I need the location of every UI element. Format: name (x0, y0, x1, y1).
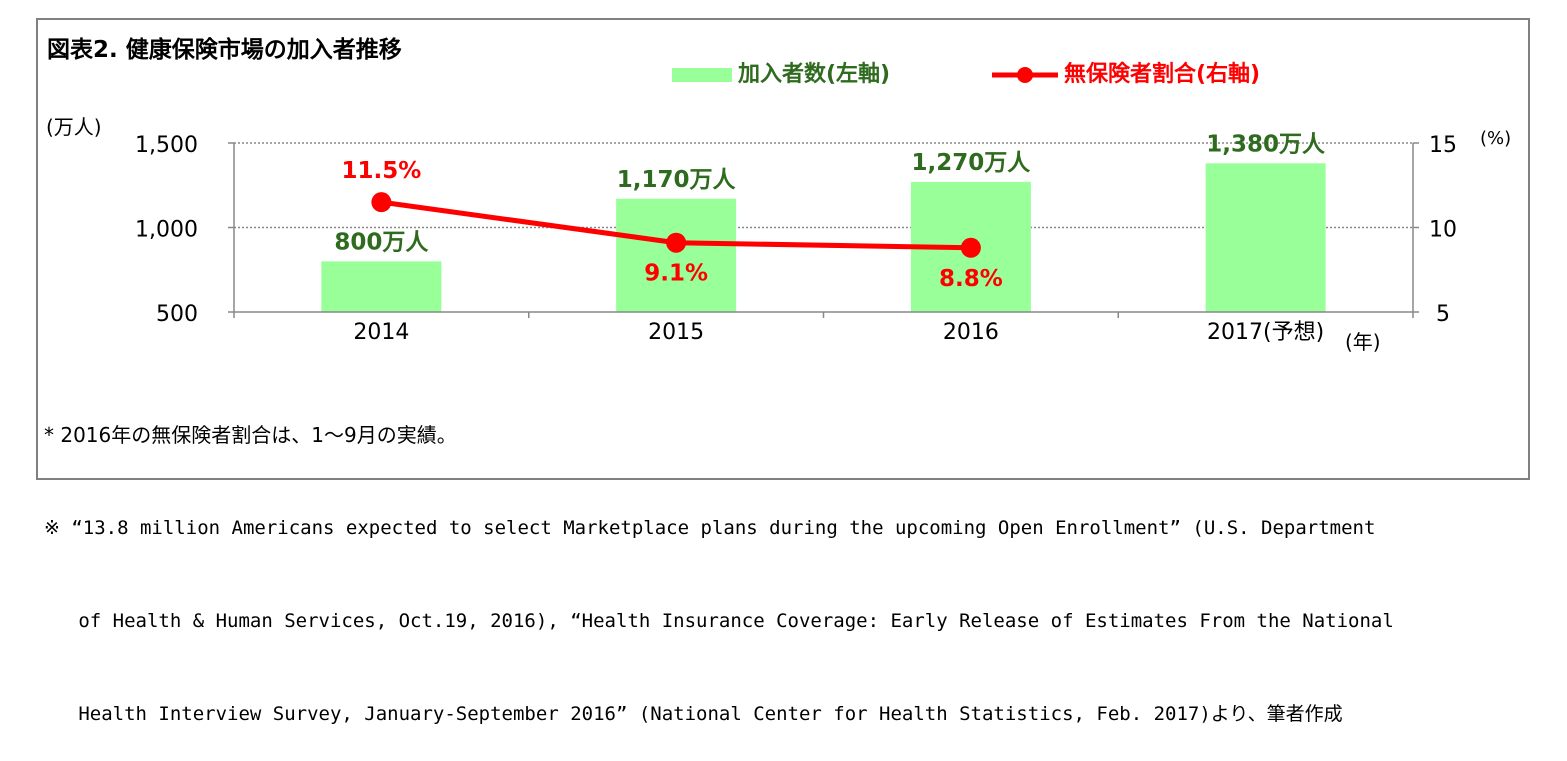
bar-data-label: 800万人 (334, 229, 429, 255)
chart-plot: 500 1,000 1,500 5 10 15 (万人) (%) 2014 2015 2016 201… (46, 115, 1511, 354)
bar-data-label: 1,170万人 (617, 167, 737, 193)
legend-swatch-line (992, 67, 1058, 83)
footnote-1: * 2016年の無保険者割合は、1～9月の実績。 (44, 423, 457, 447)
uninsured-point (371, 192, 392, 213)
bar-data-label: 1,270万人 (911, 150, 1031, 176)
x-tick-label: 2015 (648, 320, 704, 345)
right-tick-label: 5 (1436, 302, 1450, 327)
bar (1205, 163, 1326, 312)
uninsured-point (960, 237, 981, 258)
line-data-label: 8.8% (939, 266, 1003, 292)
footnote-source-3: Health Interview Survey, January-Septemb… (44, 703, 1343, 725)
x-tick-label: 2017(予想) (1207, 320, 1324, 345)
bar (321, 261, 442, 312)
x-axis-unit: (年) (1345, 330, 1381, 354)
legend-label-uninsured: 無保険者割合(右軸) (1064, 62, 1261, 87)
right-tick-label: 10 (1429, 218, 1457, 243)
bar-data-label: 1,380万人 (1206, 131, 1326, 157)
x-tick-label: 2016 (943, 320, 999, 345)
bar (616, 198, 737, 312)
line-data-label: 9.1% (644, 261, 708, 287)
chart-title: 図表2. 健康保険市場の加入者推移 (47, 37, 402, 63)
legend-label-enrollees: 加入者数(左軸) (738, 62, 891, 87)
legend-swatch-bar (672, 68, 732, 82)
legend-item-uninsured: 無保険者割合(右軸) (990, 56, 1260, 88)
footnote-source-1: ※ “13.8 million Americans expected to se… (44, 517, 1376, 539)
x-tick-label: 2014 (353, 320, 409, 345)
left-axis-unit: (万人) (46, 115, 102, 139)
footnotes: * 2016年の無保険者割合は、1～9月の実績。 ※ “13.8 million… (44, 358, 1394, 761)
legend-item-enrollees: 加入者数(左軸) (672, 56, 890, 88)
right-tick-label: 15 (1429, 133, 1457, 158)
left-tick-label: 500 (156, 302, 198, 327)
left-tick-label: 1,500 (135, 133, 198, 158)
uninsured-point (666, 232, 687, 253)
footnote-source-2: of Health & Human Services, Oct.19, 2016… (44, 610, 1394, 632)
right-axis-unit: (%) (1480, 128, 1511, 149)
line-data-label: 11.5% (341, 158, 421, 184)
figure-frame (36, 18, 1530, 480)
left-tick-label: 1,000 (135, 218, 198, 243)
